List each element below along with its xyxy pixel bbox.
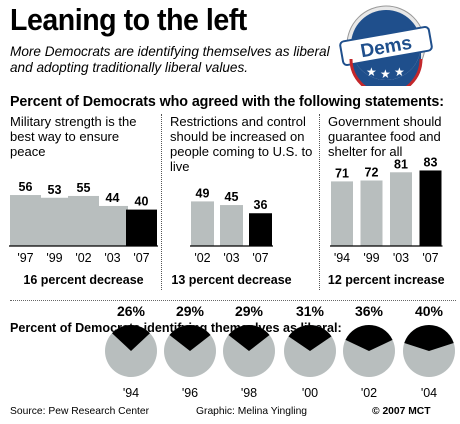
tick-label: '03 bbox=[223, 251, 239, 265]
dems-badge: Dems ★ ★ ★ bbox=[339, 5, 433, 86]
tick-label: '97 bbox=[17, 251, 33, 265]
pie-chart: 26% '94 bbox=[105, 303, 157, 400]
bar bbox=[331, 181, 353, 246]
tick-label: '99 bbox=[363, 251, 379, 265]
pie-slice-liberal bbox=[169, 325, 211, 351]
bar bbox=[10, 195, 41, 246]
change-label: 16 percent decrease bbox=[23, 273, 143, 287]
pie-percent-label: 26% bbox=[117, 303, 146, 319]
pie-percent-label: 36% bbox=[355, 303, 384, 319]
pie-percent-label: 29% bbox=[235, 303, 264, 319]
bar-chart-1: 56 '97 53 '99 55 '02 44 '03 40 '07 16 percent decr… bbox=[9, 180, 158, 287]
bar bbox=[360, 180, 383, 246]
data-label: 36 bbox=[254, 198, 268, 212]
change-label: 13 percent decrease bbox=[171, 273, 291, 287]
bar bbox=[39, 197, 70, 246]
tick-label: '00 bbox=[302, 386, 318, 400]
source-credit: Source: Pew Research Center bbox=[10, 406, 150, 417]
badge-stars: ★ ★ ★ bbox=[366, 65, 405, 81]
tick-label: '07 bbox=[133, 251, 149, 265]
bar bbox=[126, 209, 157, 246]
bar bbox=[390, 172, 412, 246]
tick-label: '02 bbox=[194, 251, 210, 265]
pie-chart: 29% '98 bbox=[223, 303, 275, 400]
data-label: 81 bbox=[394, 157, 408, 171]
section-heading: Percent of Democrats who agreed with the… bbox=[10, 94, 444, 110]
data-label: 49 bbox=[196, 186, 210, 200]
data-label: 45 bbox=[225, 190, 239, 204]
divider bbox=[161, 114, 162, 290]
tick-label: '07 bbox=[252, 251, 268, 265]
data-label: 55 bbox=[77, 181, 91, 195]
bar bbox=[220, 205, 243, 246]
pie-chart: 40% '04 bbox=[403, 303, 455, 400]
pie-percent-label: 31% bbox=[296, 303, 325, 319]
tick-label: '96 bbox=[182, 386, 198, 400]
pie-chart: 36% '02 bbox=[343, 303, 395, 400]
data-label: 83 bbox=[424, 155, 438, 169]
statement-3: Government should guarantee food and she… bbox=[328, 114, 442, 159]
change-label: 12 percent increase bbox=[328, 273, 445, 287]
bar-chart-2: 49 '02 45 '03 36 '07 13 percent decrease bbox=[171, 186, 291, 287]
copyright: © 2007 MCT bbox=[372, 406, 431, 417]
star-icon: ★ bbox=[366, 65, 377, 79]
data-label: 56 bbox=[19, 180, 33, 194]
pie-chart: 29% '96 bbox=[164, 303, 216, 400]
star-icon: ★ bbox=[394, 65, 405, 79]
data-label: 44 bbox=[106, 191, 120, 205]
tick-label: '03 bbox=[104, 251, 120, 265]
data-label: 72 bbox=[365, 165, 379, 179]
graphic-credit: Graphic: Melina Yingling bbox=[196, 406, 308, 417]
divider bbox=[10, 300, 456, 301]
pie-slice-liberal bbox=[112, 325, 150, 351]
pie-charts: 26% '94 29% '96 29% '98 31% '00 36% '02 40% '04 bbox=[105, 303, 455, 400]
pie-slice-liberal bbox=[345, 324, 393, 351]
bar bbox=[191, 201, 214, 246]
tick-label: '98 bbox=[241, 386, 257, 400]
pie-percent-label: 40% bbox=[415, 303, 444, 319]
statement-2: Restrictions and control should be incre… bbox=[170, 114, 313, 174]
tick-label: '94 bbox=[123, 386, 139, 400]
bar-charts: 56 '97 53 '99 55 '02 44 '03 40 '07 16 percent decr… bbox=[9, 155, 445, 287]
bar bbox=[249, 213, 272, 246]
bar bbox=[97, 205, 128, 246]
data-label: 71 bbox=[335, 166, 349, 180]
divider bbox=[319, 114, 320, 290]
subtitle: More Democrats are identifying themselve… bbox=[10, 44, 330, 75]
tick-label: '02 bbox=[75, 251, 91, 265]
tick-label: '07 bbox=[422, 251, 438, 265]
bar-chart-3: 71 '94 72 '99 81 '03 83 '07 12 percent increase bbox=[328, 155, 445, 287]
page-title: Leaning to the left bbox=[10, 2, 247, 37]
pie-slice-liberal bbox=[288, 325, 332, 351]
tick-label: '94 bbox=[334, 251, 350, 265]
statement-1: Military strength is the best way to ens… bbox=[10, 114, 137, 159]
data-label: 40 bbox=[135, 195, 149, 209]
pie-slice-liberal bbox=[404, 324, 454, 351]
pie-slice-liberal bbox=[228, 325, 270, 351]
bar bbox=[68, 195, 99, 246]
data-label: 53 bbox=[48, 183, 62, 197]
bar bbox=[419, 170, 442, 246]
tick-label: '03 bbox=[393, 251, 409, 265]
star-icon: ★ bbox=[380, 67, 391, 81]
tick-label: '02 bbox=[361, 386, 377, 400]
pie-chart: 31% '00 bbox=[284, 303, 336, 400]
pie-percent-label: 29% bbox=[176, 303, 205, 319]
tick-label: '99 bbox=[46, 251, 62, 265]
tick-label: '04 bbox=[421, 386, 437, 400]
badge-banner bbox=[339, 26, 433, 66]
